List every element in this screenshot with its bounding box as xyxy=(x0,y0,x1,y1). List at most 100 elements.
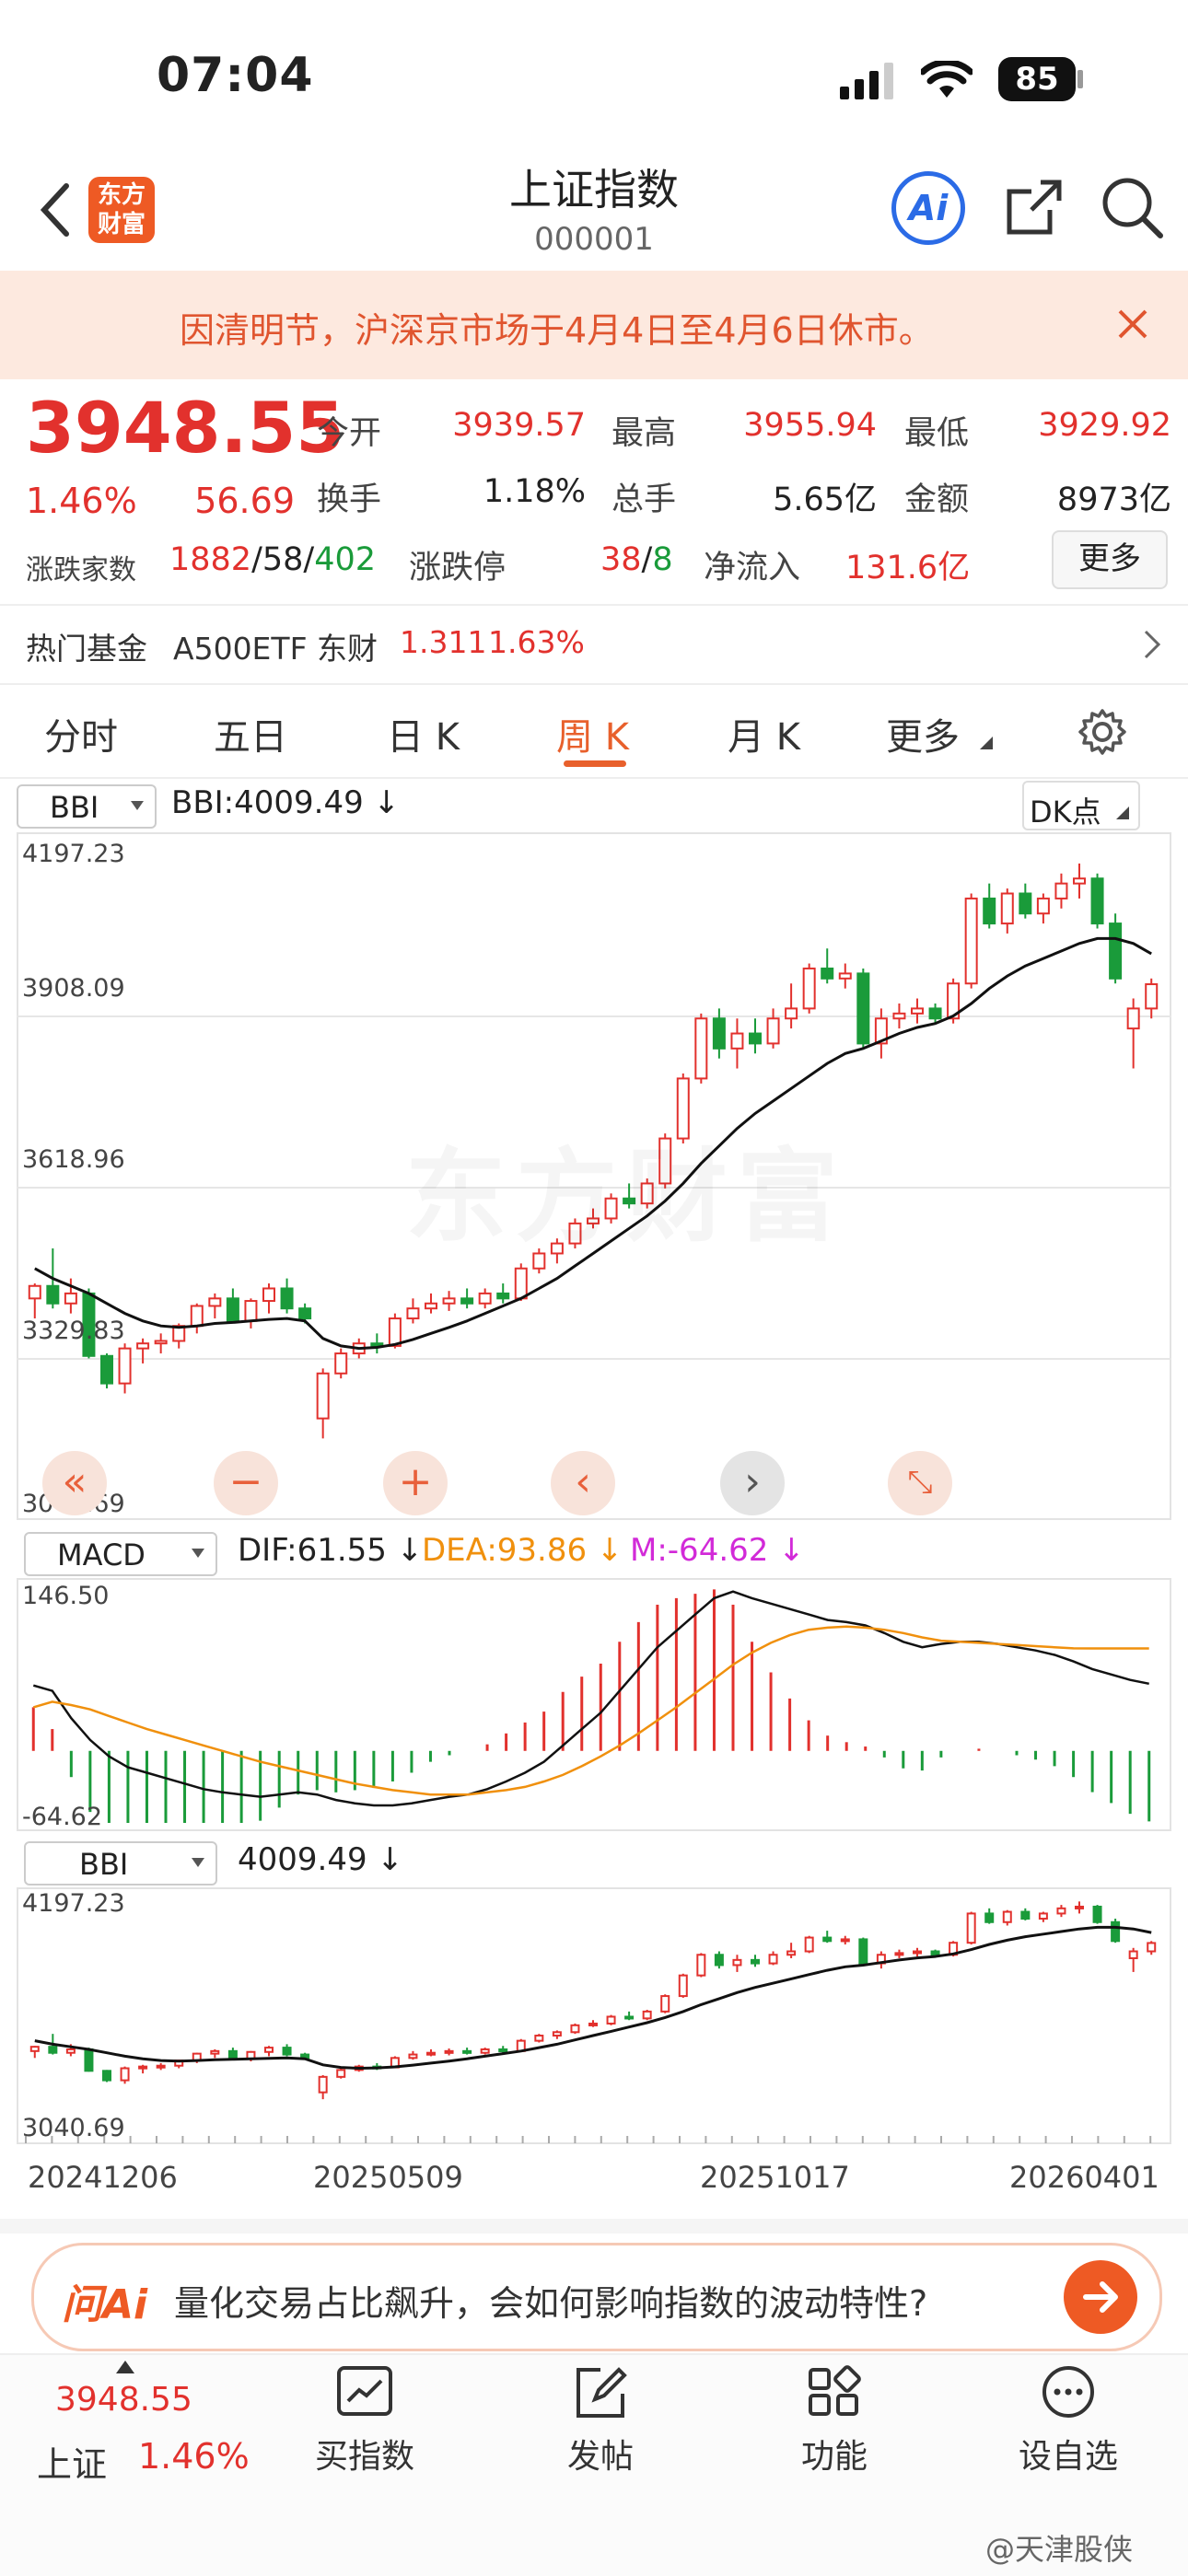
candle-body xyxy=(606,2015,616,2025)
candle-body xyxy=(498,2048,508,2052)
fullscreen-button[interactable]: ⤡ xyxy=(888,1451,952,1515)
indicator-select[interactable]: BBI xyxy=(17,784,157,829)
candle-body xyxy=(624,2015,635,2020)
page-title: 上证指数 xyxy=(509,165,679,215)
hot-fund-pct: 1.63% xyxy=(488,624,585,660)
ai-question: 量化交易占比飙升，会如何影响指数的波动特性? xyxy=(174,2283,928,2324)
candle-body xyxy=(840,1938,850,1943)
dk-point-button[interactable]: DK点 xyxy=(1022,781,1140,830)
candle-body xyxy=(1145,983,1159,1010)
candle-body xyxy=(768,1954,778,1965)
scroll-left-button[interactable]: ‹ xyxy=(551,1451,615,1515)
bbi-y-top: 4197.23 xyxy=(22,1889,125,1918)
candle-body xyxy=(336,2069,346,2078)
macd-y-bottom: -64.62 xyxy=(22,1803,103,1831)
candle-body xyxy=(802,967,816,1010)
toolbar-index-pct[interactable]: 1.46% xyxy=(138,2436,250,2477)
status-time: 07:04 xyxy=(157,48,314,103)
share-icon[interactable] xyxy=(1004,177,1065,238)
gear-icon[interactable] xyxy=(1077,707,1127,757)
x-label-2: 20250509 xyxy=(313,2160,463,2195)
grid-icon xyxy=(809,2365,861,2416)
functions-button[interactable]: 功能 xyxy=(751,2364,917,2477)
add-watchlist-button[interactable]: 设自选 xyxy=(985,2364,1151,2477)
candle-body xyxy=(766,1017,780,1045)
tab-intraday[interactable]: 分时 xyxy=(44,716,118,759)
candle-body xyxy=(550,1242,564,1255)
candle-body xyxy=(514,1267,528,1300)
candle-body xyxy=(408,2053,418,2060)
ai-send-button[interactable] xyxy=(1064,2260,1137,2334)
macd-chart[interactable] xyxy=(17,1578,1171,1832)
header: 东方 财富 上证指数 000001 Ai xyxy=(0,157,1188,272)
tab-weekly-k[interactable]: 周 K xyxy=(556,716,629,759)
edit-icon xyxy=(577,2367,627,2418)
add-watchlist-label: 设自选 xyxy=(1018,2438,1118,2476)
battery-tip xyxy=(1077,70,1083,88)
zoom-in-button[interactable]: + xyxy=(383,1451,448,1515)
candle-body xyxy=(534,2035,544,2042)
candle-body xyxy=(316,1372,330,1420)
tab-five-day[interactable]: 五日 xyxy=(214,716,287,759)
dropdown-icon xyxy=(131,801,144,810)
toolbar-index-price[interactable]: 3948.55 xyxy=(55,2381,192,2419)
tab-monthly-k[interactable]: 月 K xyxy=(728,716,800,759)
candle-body xyxy=(552,2031,562,2037)
search-icon[interactable] xyxy=(1100,175,1164,239)
candle-body xyxy=(658,1137,672,1185)
chart-icon xyxy=(337,2366,392,2416)
post-button[interactable]: 发帖 xyxy=(518,2364,683,2477)
candle-body xyxy=(1020,1910,1031,1920)
candle-body xyxy=(370,1342,384,1347)
candle-body xyxy=(966,1912,976,1944)
candle-body xyxy=(892,1012,906,1020)
scroll-right-button[interactable]: › xyxy=(720,1451,785,1515)
low-label: 最低 xyxy=(904,415,970,452)
tab-more[interactable]: 更多 xyxy=(886,716,960,759)
toolbar-index-name[interactable]: 上证 xyxy=(37,2444,108,2485)
zoom-out-button[interactable]: − xyxy=(214,1451,278,1515)
back-icon[interactable] xyxy=(37,182,74,238)
candle-body xyxy=(984,1912,995,1923)
low-value: 3929.92 xyxy=(1038,407,1171,444)
candle-body xyxy=(226,1297,239,1322)
candle-body xyxy=(244,1300,258,1322)
candle-body xyxy=(786,1950,797,1956)
close-icon[interactable] xyxy=(1116,307,1149,341)
candle-body xyxy=(460,1297,474,1305)
volume-label: 总手 xyxy=(611,482,677,518)
buy-index-button[interactable]: 买指数 xyxy=(282,2364,448,2477)
amount-value: 8973亿 xyxy=(1056,482,1171,518)
status-bar: 07:04 85 xyxy=(0,0,1188,157)
candle-body xyxy=(1054,882,1068,899)
candle-body xyxy=(298,1307,312,1320)
volume-value: 5.65亿 xyxy=(773,482,877,518)
hot-fund-label: 热门基金 xyxy=(26,631,147,667)
candle-body xyxy=(676,1077,690,1140)
candle-body xyxy=(785,1007,798,1020)
candle-body xyxy=(730,1032,744,1050)
ai-button[interactable]: Ai xyxy=(891,171,965,245)
candle-body xyxy=(712,1017,726,1050)
chart-frame xyxy=(17,832,1171,1520)
bbi-overview-chart[interactable] xyxy=(17,1887,1171,2145)
candle-body xyxy=(640,1182,654,1205)
last-price: 3948.55 xyxy=(26,387,345,469)
candle-body xyxy=(442,1297,456,1305)
bbi-select[interactable]: BBI xyxy=(24,1841,217,1886)
candle-body xyxy=(406,1307,420,1320)
ai-question-bar[interactable]: 问Ai 量化交易占比飙升，会如何影响指数的波动特性? xyxy=(31,2243,1162,2351)
kline-chart[interactable] xyxy=(17,832,1171,1521)
macd-select[interactable]: MACD xyxy=(24,1532,217,1576)
candle-body xyxy=(136,1342,150,1350)
scroll-left-fast-button[interactable]: « xyxy=(42,1451,107,1515)
candle-body xyxy=(822,1936,833,1943)
more-button[interactable]: 更多 xyxy=(1052,530,1168,589)
candle-body xyxy=(120,2067,130,2082)
y-label-top: 4197.23 xyxy=(22,840,125,868)
caret-up-icon xyxy=(116,2361,134,2373)
candle-body xyxy=(280,1287,294,1310)
hot-fund-bar[interactable]: 热门基金 A500ETF 东财 1.311 1.63% xyxy=(0,604,1188,685)
tab-daily-k[interactable]: 日 K xyxy=(387,716,460,759)
